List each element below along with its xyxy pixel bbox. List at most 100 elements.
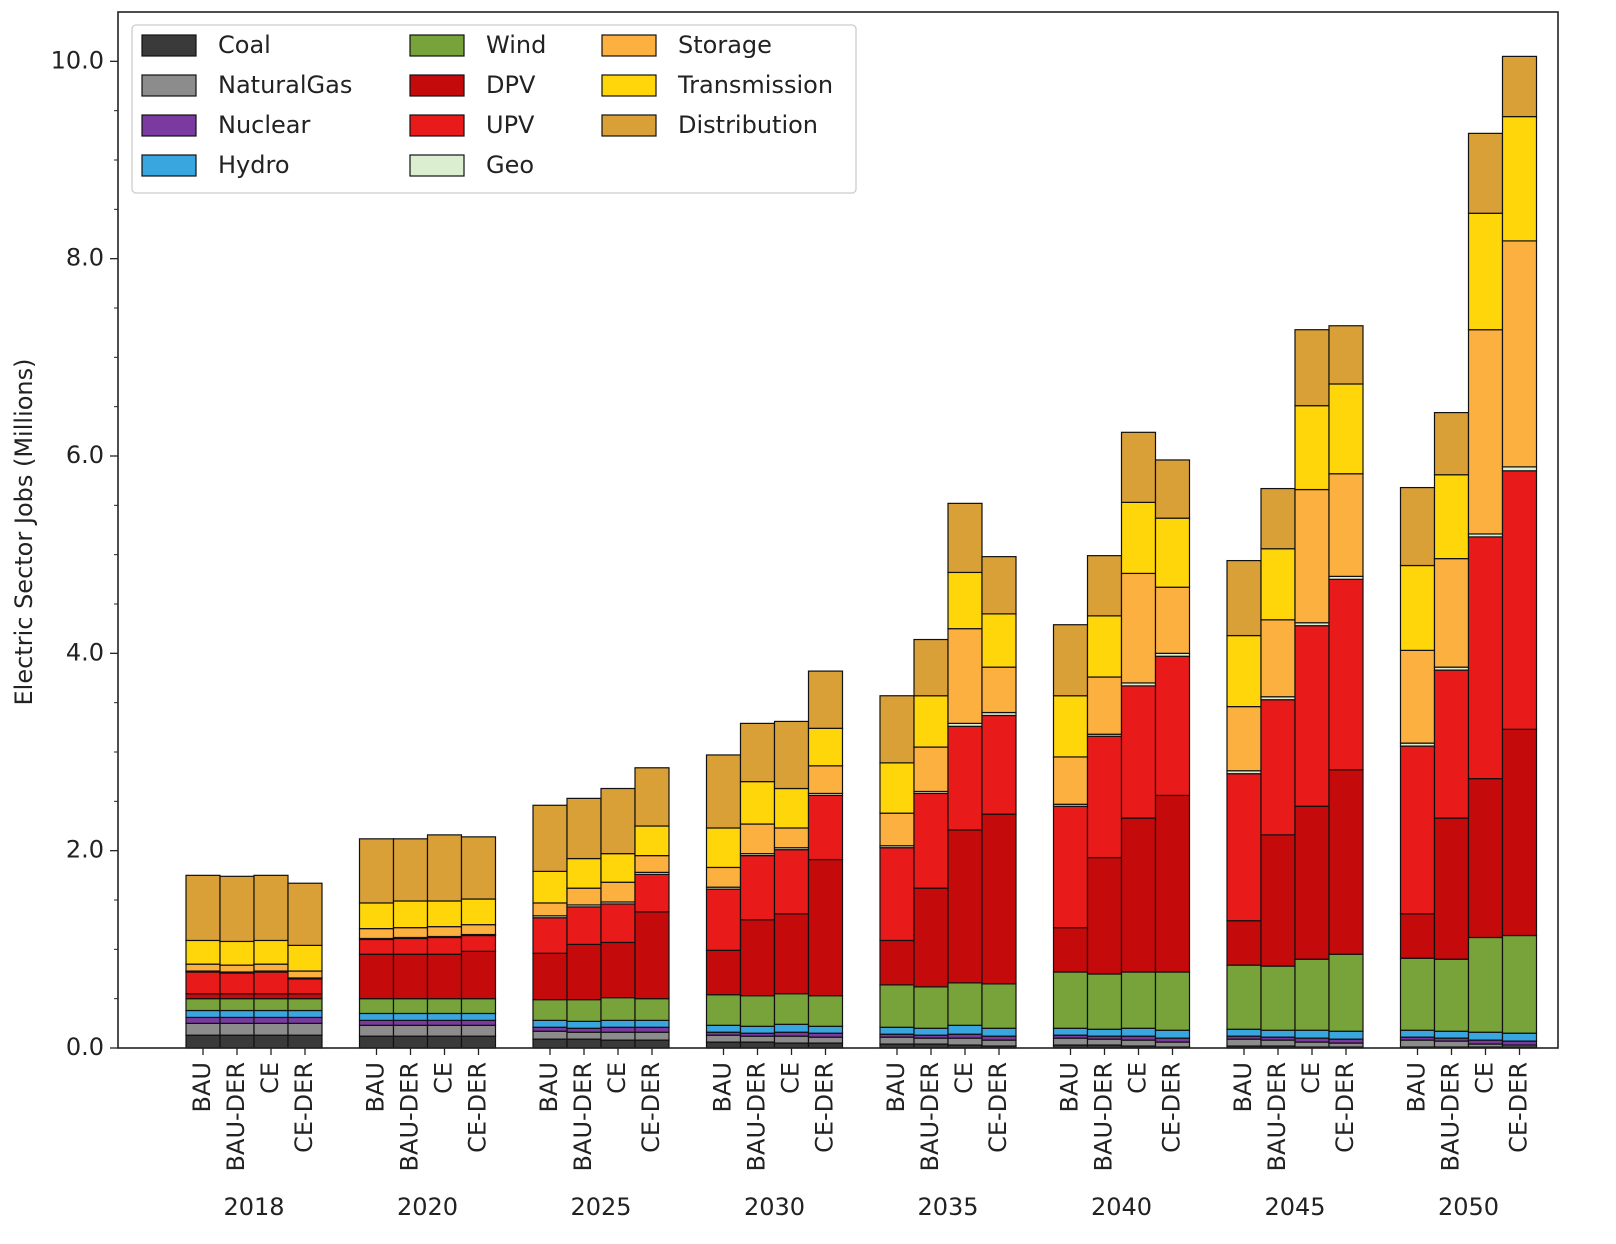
bar-segment-transmission-2045-bau [1226,634,1262,708]
bars-layer [185,55,1538,1049]
bar-segment-wind-2035-ce [947,982,983,1026]
bar-segment-distribution-2020-ce-der [460,836,497,900]
x-tick-label: BAU-DER [569,1062,597,1171]
bar-segment-distribution-2035-bau [879,695,915,764]
bar-segment-hydro-2020-bau [358,1012,395,1021]
bar-segment-distribution-2020-bau [358,838,395,904]
x-tick-label: CE [1297,1062,1325,1094]
bar-segment-storage-2020-ce [426,926,463,938]
bar-segment-hydro-2040-ce-der [1154,1029,1191,1039]
bar-segment-upv-2035-ce-der [981,714,1017,815]
bar-segment-transmission-2045-ce [1294,405,1330,491]
bar-segment-upv-2025-bau [532,917,568,954]
bar-segment-dpv-2045-ce-der [1328,769,1364,955]
bar-segment-upv-2018-bau [185,971,221,995]
bar-segment-transmission-2045-bau-der [1260,548,1296,621]
legend-label-transmission: Transmission [677,71,833,99]
bar-segment-nuclear-2018-ce [253,1016,289,1024]
x-tick-label: BAU [1056,1062,1084,1112]
bar-segment-transmission-2020-ce [426,900,463,928]
bar-segment-wind-2050-bau [1399,957,1436,1031]
bar-segment-wind-2025-bau-der [566,999,602,1022]
bar-segment-transmission-2030-ce [773,787,810,829]
bar-segment-dpv-2018-ce-der [287,993,323,1000]
bar-segment-upv-2040-ce-der [1154,655,1191,797]
bar-segment-naturalgas-2045-bau [1226,1038,1262,1047]
bar-segment-wind-2045-ce [1294,958,1330,1031]
bar-segment-transmission-2040-ce-der [1154,517,1191,588]
bar-segment-naturalgas-2018-bau-der [219,1022,255,1036]
bar-segment-upv-2035-ce [947,725,983,831]
bar-segment-distribution-2018-ce-der [287,882,323,946]
x-tick-label: BAU-DER [743,1062,771,1171]
x-tick-label: CE [950,1062,978,1094]
bar-segment-storage-2018-ce [253,963,289,972]
x-tick-label: CE-DER [1331,1062,1359,1153]
bar-segment-nuclear-2020-ce-der [460,1019,497,1026]
bar-segment-dpv-2050-bau-der [1433,817,1470,960]
bar-segment-coal-2025-bau [532,1038,568,1049]
bar-segment-dpv-2040-ce [1120,817,1157,973]
bar-segment-storage-2045-bau [1226,706,1262,772]
x-tick-label: BAU [709,1062,737,1112]
bar-segment-hydro-2045-ce-der [1328,1030,1364,1040]
bar-segment-transmission-2040-ce [1120,501,1157,575]
bar-segment-coal-2025-ce-der [634,1039,670,1049]
bar-segment-naturalgas-2050-bau-der [1433,1040,1470,1048]
y-tick-label: 6.0 [66,441,104,469]
bar-segment-upv-2025-ce-der [634,873,670,913]
bar-segment-dpv-2050-ce [1467,778,1504,939]
bar-segment-storage-2045-ce-der [1328,473,1364,577]
bar-segment-dpv-2040-bau [1052,927,1089,973]
bar-segment-storage-2040-bau [1052,756,1089,805]
bar-segment-nuclear-2018-ce-der [287,1016,323,1024]
bar-segment-upv-2045-bau [1226,773,1262,922]
bar-segment-transmission-2050-bau [1399,564,1436,651]
bar-segment-hydro-2050-bau [1399,1029,1436,1038]
x-tick-label: BAU [535,1062,563,1112]
bar-segment-distribution-2018-bau-der [219,875,255,943]
legend-swatch-upv [409,114,465,137]
bar-segment-wind-2025-ce-der [634,998,670,1021]
bar-segment-storage-2025-ce-der [634,854,670,873]
bar-segment-wind-2050-ce-der [1501,934,1538,1034]
bar-segment-dpv-2025-bau-der [566,943,602,1001]
x-tick-label: CE-DER [637,1062,665,1153]
bar-segment-transmission-2020-bau-der [392,900,429,929]
bar-segment-storage-2035-ce [947,628,983,724]
bar-segment-nuclear-2020-ce [426,1019,463,1026]
bar-segment-upv-2020-ce [426,936,463,955]
bar-segment-storage-2035-ce-der [981,666,1017,714]
bar-segment-dpv-2030-bau-der [739,919,776,997]
bar-segment-naturalgas-2018-ce [253,1022,289,1036]
year-label-2018: 2018 [223,1193,284,1221]
bar-segment-upv-2050-ce [1467,536,1504,780]
bar-segment-storage-2020-bau-der [392,927,429,939]
bar-segment-wind-2035-bau-der [913,986,949,1029]
bar-segment-transmission-2025-bau-der [566,857,602,889]
legend-label-coal: Coal [218,31,271,59]
bar-segment-transmission-2030-bau [705,827,742,869]
bar-segment-nuclear-2020-bau-der [392,1019,429,1026]
bar-segment-wind-2025-ce [600,997,636,1021]
bar-segment-dpv-2050-bau [1399,913,1436,959]
bar-segment-coal-2020-bau [358,1035,395,1049]
legend-label-geo: Geo [486,151,534,179]
legend-swatch-nuclear [141,114,197,137]
bar-segment-distribution-2050-bau-der [1433,411,1470,476]
bar-segment-transmission-2030-ce-der [807,727,844,767]
bar-segment-storage-2030-bau-der [739,823,776,855]
bar-segment-storage-2018-bau-der [219,964,255,973]
bar-segment-naturalgas-2040-bau-der [1086,1038,1123,1046]
bar-segment-naturalgas-2020-ce [426,1024,463,1037]
bar-segment-storage-2030-ce-der [807,765,844,795]
bar-segment-transmission-2050-bau-der [1433,474,1470,560]
year-label-2025: 2025 [570,1193,631,1221]
legend-label-storage: Storage [678,31,772,59]
bar-segment-wind-2020-bau-der [392,998,429,1015]
bar-segment-distribution-2040-bau-der [1086,555,1123,617]
bar-segment-storage-2050-bau-der [1433,558,1470,668]
bar-segment-naturalgas-2020-bau-der [392,1024,429,1037]
bar-segment-wind-2035-bau [879,984,915,1028]
bar-segment-wind-2020-bau [358,998,395,1015]
